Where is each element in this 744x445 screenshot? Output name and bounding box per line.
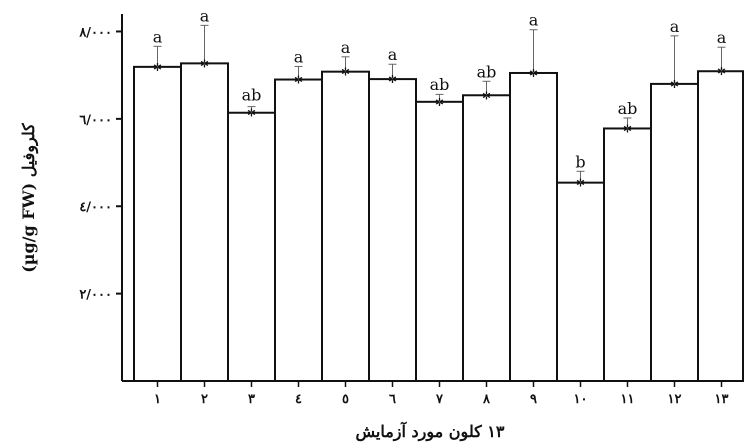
bar (133, 65, 182, 382)
x-tick-label: ۱۱ (621, 392, 635, 407)
significance-label: a (388, 45, 398, 64)
bar (462, 94, 511, 382)
mean-marker: ✲ (623, 122, 632, 135)
bar (368, 78, 417, 382)
bar (180, 62, 229, 382)
mean-marker: ✲ (529, 67, 538, 80)
x-tick-label: ٥ (342, 392, 349, 407)
mean-marker: ✲ (200, 57, 209, 70)
mean-marker: ✲ (670, 78, 679, 91)
bar (697, 70, 744, 382)
y-axis: ۲/۰۰۰ ٤/۰۰۰ ٦/۰۰۰ ۸/۰۰۰ (78, 14, 123, 381)
x-tick-label: ۸ (482, 392, 491, 407)
y-axis-title: کلروفیل (µg/g FW) (19, 123, 39, 273)
x-tick-label: ۱۳ (715, 392, 729, 407)
x-tick-label: ۷ (435, 392, 444, 407)
y-tick-label: ٦/۰۰۰ (79, 113, 112, 128)
y-tick-label: ٤/۰۰۰ (79, 200, 112, 215)
bar (227, 111, 276, 382)
x-tick-label: ۱۰ (574, 392, 588, 407)
bar (650, 82, 699, 383)
x-tick-label: ۱ (154, 392, 161, 407)
significance-label: a (341, 38, 351, 57)
significance-label: ab (618, 99, 638, 118)
y-tick-label: ۸/۰۰۰ (78, 25, 112, 40)
x-tick-label: ۳ (248, 392, 255, 407)
mean-marker: ✲ (294, 74, 303, 87)
x-tick-label: ٦ (389, 392, 396, 407)
bar (556, 181, 605, 382)
mean-marker: ✲ (247, 107, 256, 120)
mean-marker: ✲ (341, 66, 350, 79)
error-bars: ✲ ✲ ✲ ✲ ✲ ✲ ✲ ✲ ✲ ✲ ✲ ✲ ✲ (153, 24, 726, 190)
mean-marker: ✲ (435, 96, 444, 109)
mean-marker: ✲ (717, 65, 726, 78)
mean-marker: ✲ (388, 73, 397, 86)
mean-marker: ✲ (482, 89, 491, 102)
significance-label: a (717, 28, 727, 47)
bar-series (133, 62, 744, 383)
significance-label: a (153, 27, 163, 46)
significance-label: a (294, 47, 304, 66)
significance-label: ab (242, 86, 262, 105)
bar (603, 127, 652, 382)
x-tick-label: ۹ (530, 392, 537, 407)
x-axis: ۱ ۲ ۳ ٤ ٥ ٦ ۷ ۸ ۹ ۱۰ ۱۱ ۱۲ ۱۳ (122, 380, 743, 407)
mean-marker: ✲ (576, 177, 585, 190)
bar (321, 70, 370, 383)
significance-label: ab (477, 62, 497, 81)
x-tick-label: ۲ (201, 392, 208, 407)
bar (509, 71, 558, 382)
x-axis-title: ۱۳ کلون مورد آزمایش (356, 420, 505, 442)
x-tick-label: ۱۲ (668, 392, 682, 407)
significance-label: ab (430, 75, 450, 94)
y-tick-label: ۲/۰۰۰ (79, 288, 112, 303)
significance-label: b (575, 152, 585, 171)
significance-label: a (670, 17, 680, 36)
x-tick-label: ٤ (295, 392, 302, 407)
significance-label: a (529, 11, 539, 30)
mean-marker: ✲ (153, 61, 162, 74)
bar (274, 78, 323, 383)
significance-label: a (200, 6, 210, 25)
bar (415, 100, 464, 382)
